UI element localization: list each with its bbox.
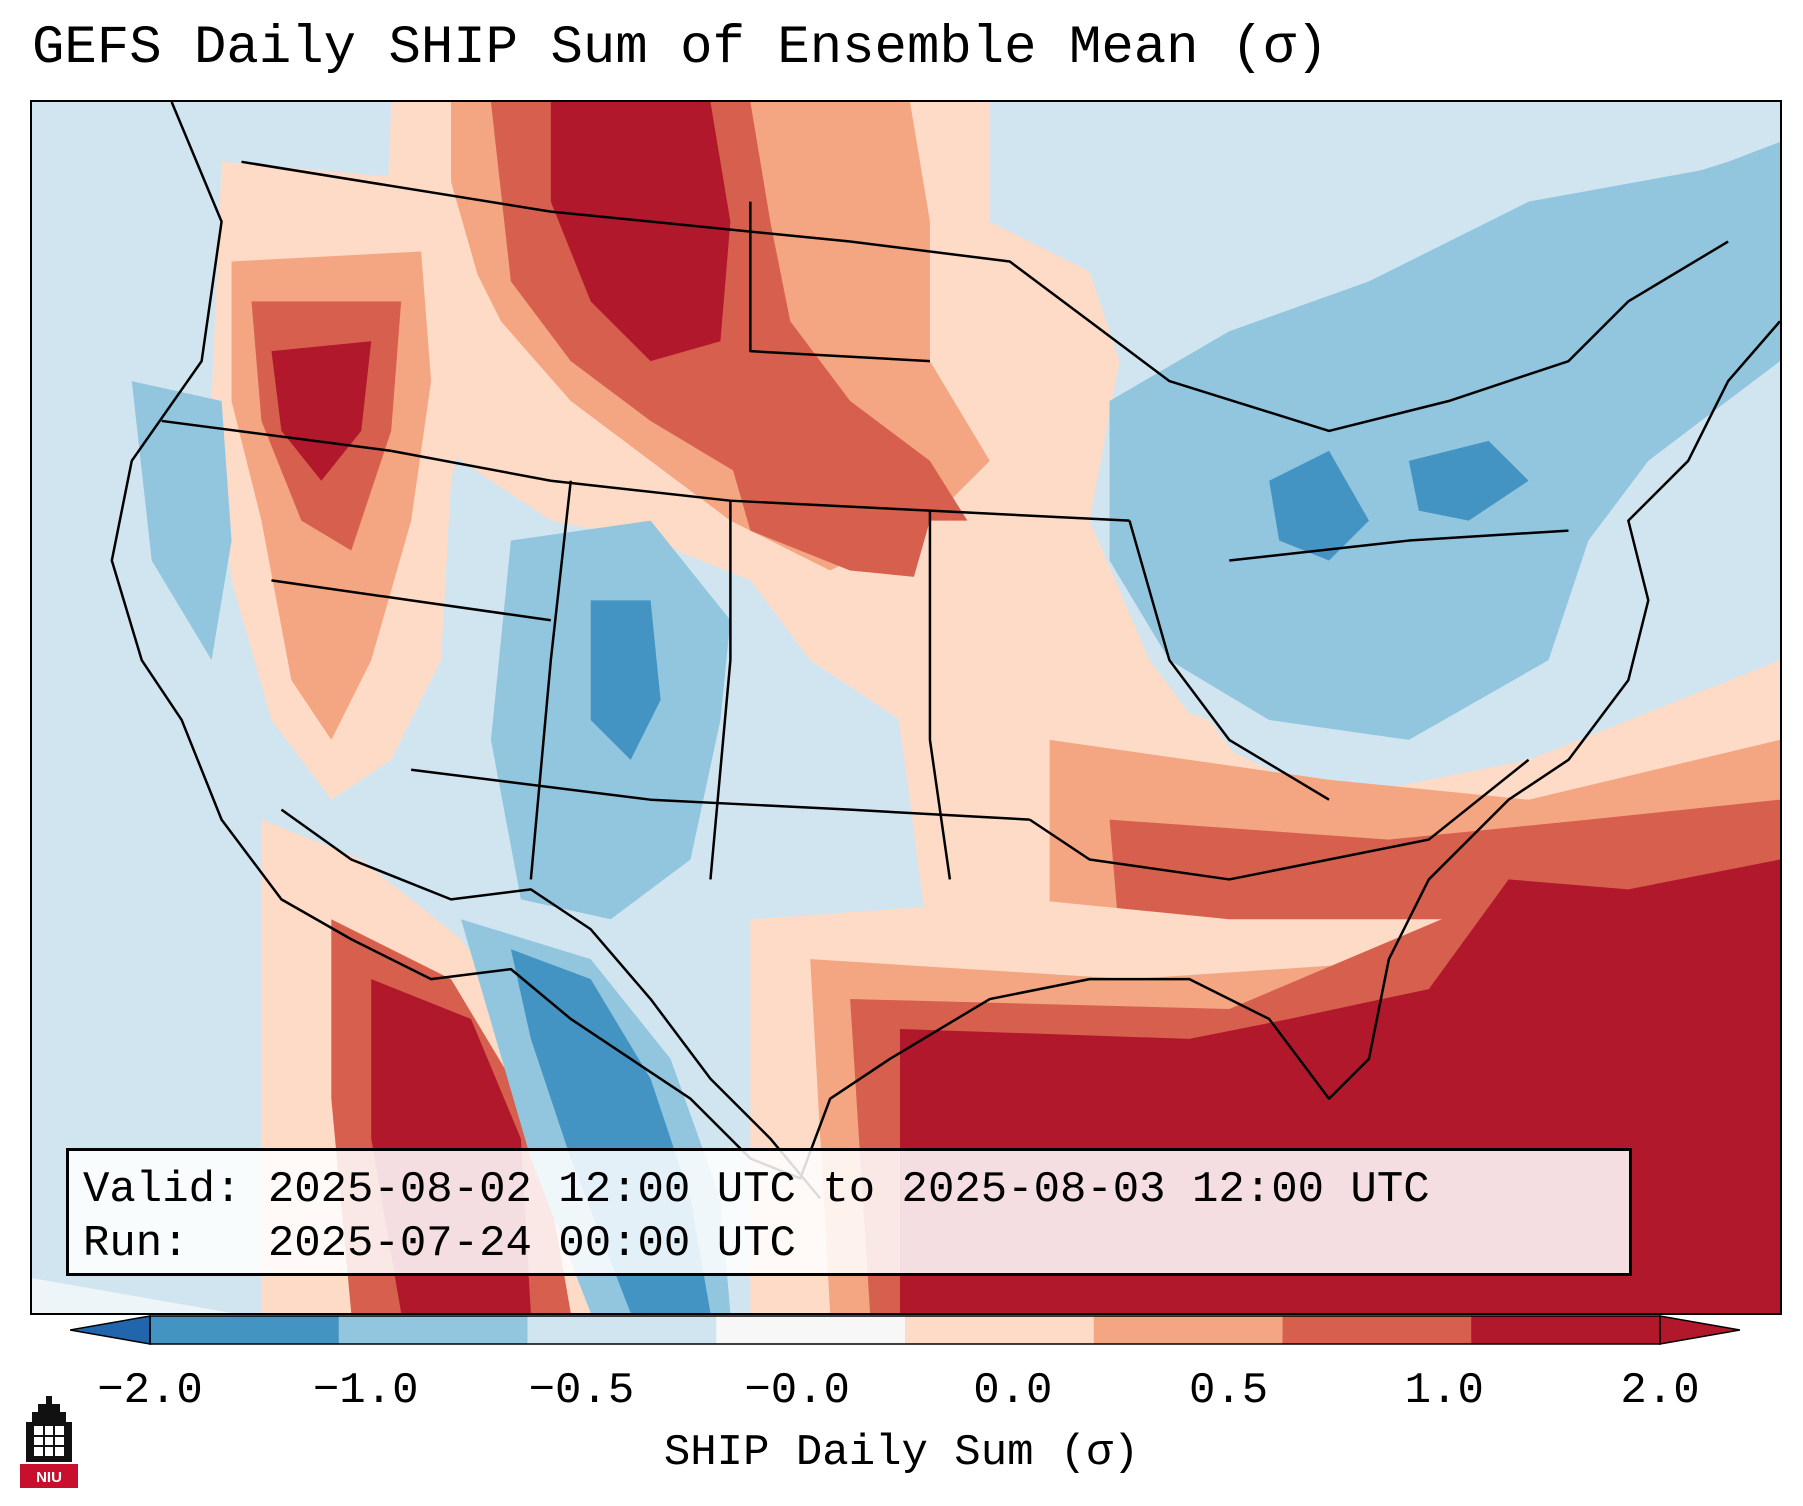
state-line-1 bbox=[161, 419, 392, 453]
colorbar-segment bbox=[1282, 1316, 1472, 1344]
colorbar-segment bbox=[527, 1316, 717, 1344]
state-line-5 bbox=[709, 500, 732, 880]
colorbar-segment bbox=[716, 1316, 906, 1344]
west-coast-anomaly bbox=[131, 381, 232, 661]
run-value: 2025-07-24 00:00 UTC bbox=[267, 1219, 796, 1269]
colorbar-segment bbox=[338, 1316, 528, 1344]
colorbar-tick-label: −0.0 bbox=[744, 1366, 850, 1416]
colorbar-tick-label: 0.0 bbox=[973, 1366, 1053, 1416]
us-border bbox=[110, 102, 1780, 1180]
colorbar-segment bbox=[1093, 1316, 1283, 1344]
run-label: Run: bbox=[83, 1219, 189, 1269]
colorbar-under-arrow bbox=[70, 1315, 151, 1345]
colorbar-segments bbox=[150, 1316, 1661, 1344]
valid-value: 2025-08-02 12:00 UTC to 2025-08-03 12:00… bbox=[267, 1165, 1430, 1215]
nebraska-anomaly bbox=[730, 460, 980, 581]
valid-run-infobox: Valid: 2025-08-02 12:00 UTC to 2025-08-0… bbox=[66, 1148, 1632, 1276]
colorbar-over-arrow bbox=[1659, 1315, 1740, 1345]
colorbar-tick-label: −1.0 bbox=[312, 1366, 419, 1416]
mexico-border bbox=[280, 808, 822, 1200]
state-line-11 bbox=[271, 579, 551, 622]
canada-east-anomaly bbox=[1428, 141, 1780, 352]
colorbar-tick-label: 0.5 bbox=[1188, 1366, 1269, 1416]
colorbar-tick-label: 2.0 bbox=[1620, 1366, 1700, 1416]
colorado-strong-anomaly bbox=[590, 600, 661, 760]
colorbar-segment bbox=[150, 1316, 340, 1344]
colorbar-segment bbox=[905, 1316, 1095, 1344]
colorbar-segment bbox=[1471, 1316, 1661, 1344]
colorbar-outline bbox=[149, 1315, 1661, 1345]
colorbar-tick-label: −2.0 bbox=[97, 1366, 203, 1416]
state-line-9 bbox=[1229, 529, 1569, 562]
ship-anomaly-map bbox=[32, 102, 1780, 1313]
colorbar-tick-label: 1.0 bbox=[1404, 1366, 1484, 1416]
state-line-7 bbox=[1029, 758, 1530, 881]
logo-text: NIU bbox=[36, 1469, 62, 1486]
map-panel bbox=[30, 100, 1782, 1315]
state-line-4 bbox=[529, 480, 573, 880]
colorbar bbox=[70, 1315, 1740, 1345]
state-line-6 bbox=[928, 510, 952, 880]
basemap-boundaries bbox=[110, 102, 1780, 1200]
niu-logo: NIU bbox=[20, 1396, 78, 1488]
montana-peak-anomaly bbox=[550, 102, 731, 362]
great-lakes-anomaly bbox=[1269, 450, 1369, 561]
chart-title: GEFS Daily SHIP Sum of Ensemble Mean (σ) bbox=[32, 18, 1329, 79]
colorbar-label: SHIP Daily Sum (σ) bbox=[663, 1428, 1140, 1478]
valid-label: Valid: bbox=[83, 1165, 242, 1215]
colorbar-tick-label: −0.5 bbox=[528, 1366, 635, 1416]
new-york-anomaly bbox=[1408, 440, 1529, 521]
state-line-8 bbox=[1128, 520, 1330, 801]
state-line-10 bbox=[749, 201, 931, 363]
